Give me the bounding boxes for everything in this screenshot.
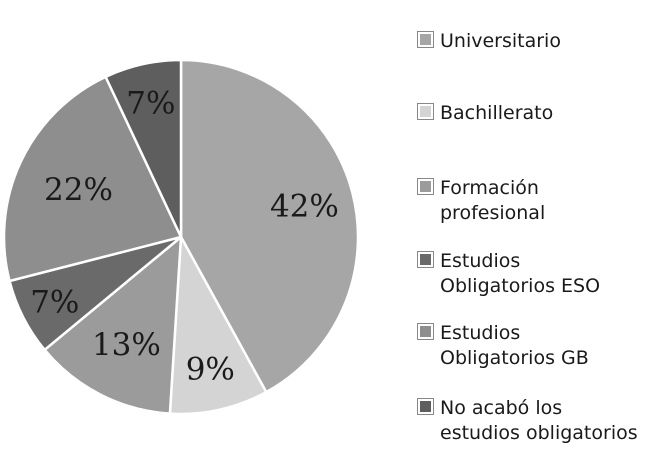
- pie-slice-label-5: 22%: [44, 172, 113, 208]
- legend-swatch-border-4: [417, 251, 434, 268]
- legend-entry-6: No acabó los estudios obligatorios: [417, 397, 638, 444]
- pie-slice-2: [168, 232, 268, 416]
- legend-label-4-line-2: Obligatorios ESO: [440, 275, 600, 297]
- legend-entry-3: Formación profesional: [417, 177, 545, 224]
- legend-swatch-3: [418, 179, 433, 194]
- legend-swatch-1: [418, 32, 433, 47]
- legend-label-4-line-1: Estudios: [440, 250, 520, 272]
- legend-swatch-5: [418, 324, 433, 339]
- legend-swatch-6: [418, 399, 433, 414]
- legend-entry-4: Estudios Obligatorios ESO: [417, 250, 600, 297]
- pie-slice-label-4: 7%: [30, 284, 79, 320]
- legend-label-2-line-1: Bachillerato: [440, 102, 553, 124]
- legend-entry-2: Bachillerato: [417, 102, 553, 124]
- legend-label-5-line-2: Obligatorios GB: [440, 347, 589, 369]
- legend-label-1-line-1: Universitario: [440, 30, 561, 52]
- pie-slice-label-1: 42%: [270, 188, 339, 224]
- pie-slices: [2, 58, 360, 416]
- legend-swatch-border-5: [417, 323, 434, 340]
- legend-swatch-4: [418, 252, 433, 267]
- legend-label-3-line-2: profesional: [440, 202, 545, 224]
- legend-swatch-border-2: [417, 103, 434, 120]
- legend-label-3-line-1: Formación: [440, 177, 539, 199]
- pie-slice-label-6: 7%: [126, 85, 175, 121]
- legend-label-6-line-1: No acabó los: [440, 397, 562, 419]
- pie-slice-label-3: 13%: [92, 327, 161, 363]
- pie-slice-1: [179, 58, 360, 394]
- legend-label-6-line-2: estudios obligatorios: [440, 422, 638, 444]
- legend: Universitario Bachillerato Formación profes…: [417, 30, 638, 444]
- pie-labels: 42% 9% 13% 7% 22% 7%: [30, 85, 339, 387]
- pie-slice-3: [42, 234, 183, 415]
- pie-slice-6: [103, 58, 183, 238]
- legend-swatch-border-3: [417, 178, 434, 195]
- legend-swatch-border-6: [417, 398, 434, 415]
- legend-swatch-border-1: [417, 31, 434, 48]
- legend-swatch-2: [418, 104, 433, 119]
- legend-entry-5: Estudios Obligatorios GB: [417, 322, 589, 369]
- pie-slice-label-2: 9%: [186, 351, 235, 387]
- legend-label-5-line-1: Estudios: [440, 322, 520, 344]
- pie-slice-5: [2, 75, 183, 283]
- legend-entry-1: Universitario: [417, 30, 561, 52]
